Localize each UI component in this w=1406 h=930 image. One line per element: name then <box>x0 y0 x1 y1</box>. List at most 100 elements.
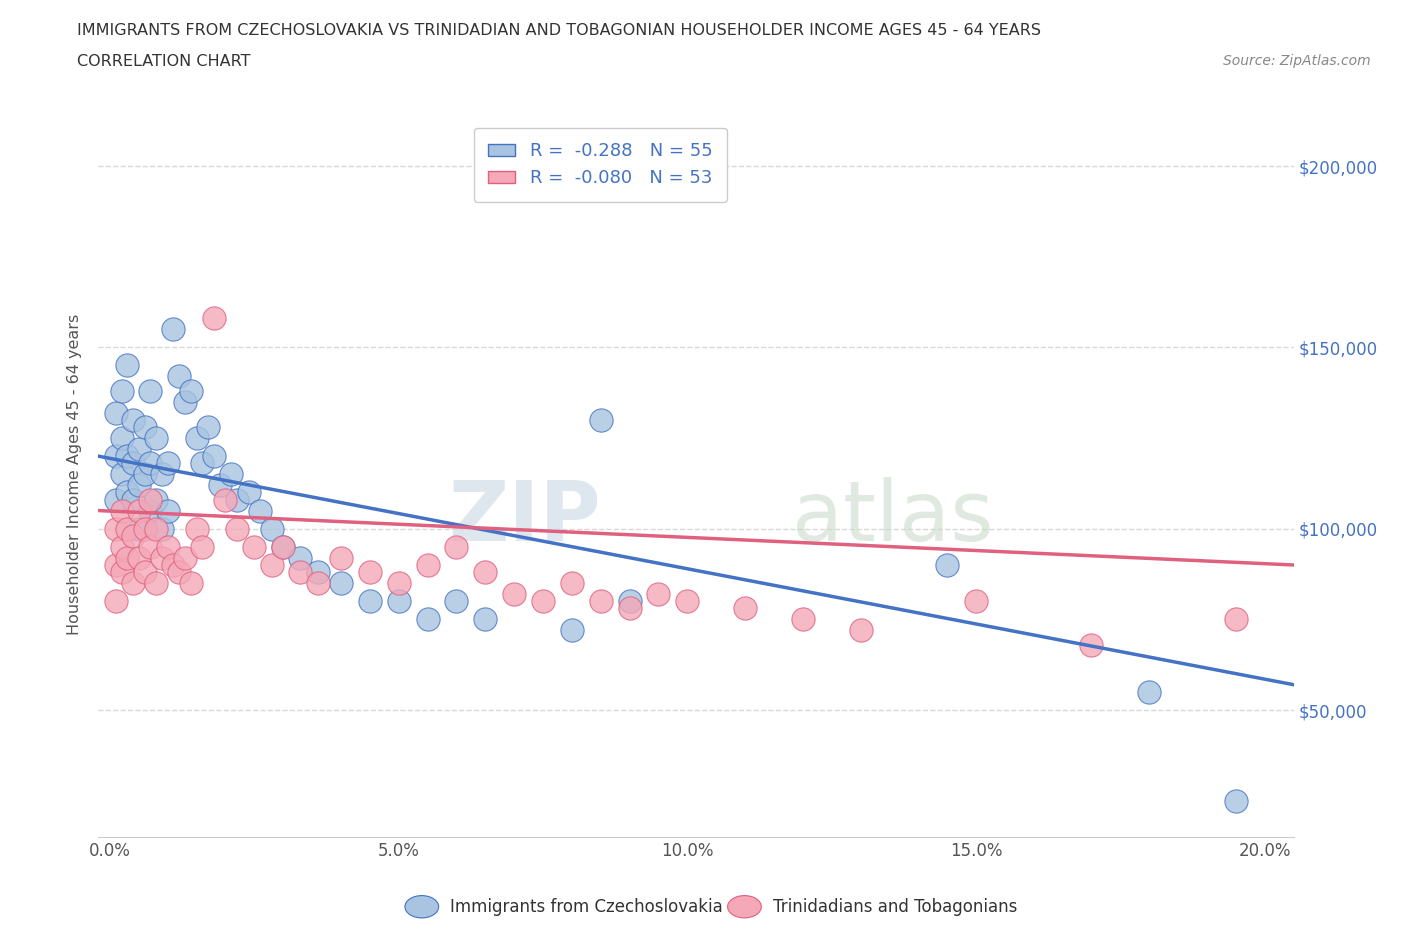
Point <box>329 551 352 565</box>
Point <box>474 565 496 579</box>
Point <box>156 456 179 471</box>
Point <box>271 539 294 554</box>
Legend: R =  -0.288   N = 55, R =  -0.080   N = 53: R = -0.288 N = 55, R = -0.080 N = 53 <box>474 128 727 202</box>
Point <box>416 558 439 573</box>
Point <box>104 521 127 536</box>
Point <box>214 492 236 507</box>
Point <box>174 394 197 409</box>
Text: ZIP: ZIP <box>449 477 600 558</box>
Point <box>104 449 127 464</box>
Point <box>150 467 173 482</box>
Point <box>388 576 411 591</box>
Point <box>145 431 167 445</box>
Point <box>145 492 167 507</box>
Point <box>139 456 162 471</box>
Point <box>134 467 156 482</box>
Point <box>197 419 219 434</box>
Point <box>260 558 283 573</box>
Point <box>329 576 352 591</box>
Point <box>589 413 612 428</box>
Point <box>1225 793 1247 808</box>
Point <box>110 565 132 579</box>
Point <box>388 594 411 609</box>
Point <box>936 558 959 573</box>
Point <box>122 456 145 471</box>
Point <box>122 492 145 507</box>
Point <box>446 594 468 609</box>
Point <box>139 383 162 398</box>
Point <box>110 503 132 518</box>
Point <box>180 383 202 398</box>
Point <box>128 503 150 518</box>
Point <box>128 478 150 493</box>
Point <box>965 594 987 609</box>
Point <box>619 594 641 609</box>
Point <box>104 594 127 609</box>
Point <box>156 539 179 554</box>
Point <box>110 467 132 482</box>
Point <box>271 539 294 554</box>
Point <box>290 551 312 565</box>
Point <box>792 612 814 627</box>
Point <box>619 601 641 616</box>
Text: IMMIGRANTS FROM CZECHOSLOVAKIA VS TRINIDADIAN AND TOBAGONIAN HOUSEHOLDER INCOME : IMMIGRANTS FROM CZECHOSLOVAKIA VS TRINID… <box>77 23 1042 38</box>
Point <box>122 576 145 591</box>
Point <box>249 503 271 518</box>
Point <box>139 492 162 507</box>
Point <box>128 442 150 457</box>
Point <box>167 369 190 384</box>
Point <box>145 521 167 536</box>
Point <box>139 539 162 554</box>
Point <box>191 539 214 554</box>
Point <box>134 521 156 536</box>
Point <box>134 565 156 579</box>
Text: atlas: atlas <box>792 477 993 558</box>
Point <box>226 521 249 536</box>
Point <box>307 576 329 591</box>
Point <box>647 587 669 602</box>
Point <box>117 551 139 565</box>
Text: Source: ZipAtlas.com: Source: ZipAtlas.com <box>1223 54 1371 68</box>
Point <box>117 521 139 536</box>
Point <box>734 601 756 616</box>
Point <box>150 551 173 565</box>
Point <box>174 551 197 565</box>
Point <box>180 576 202 591</box>
Point <box>110 539 132 554</box>
Point <box>243 539 266 554</box>
Point <box>359 594 381 609</box>
Point <box>128 521 150 536</box>
Point <box>307 565 329 579</box>
Point <box>104 492 127 507</box>
Point <box>186 431 208 445</box>
Point <box>186 521 208 536</box>
Point <box>117 358 139 373</box>
Point <box>122 413 145 428</box>
Point <box>226 492 249 507</box>
Point <box>128 551 150 565</box>
Y-axis label: Householder Income Ages 45 - 64 years: Householder Income Ages 45 - 64 years <box>67 313 83 635</box>
Point <box>1137 684 1160 699</box>
Point <box>110 383 132 398</box>
Point <box>589 594 612 609</box>
Point <box>150 521 173 536</box>
Text: Immigrants from Czechoslovakia: Immigrants from Czechoslovakia <box>450 897 723 916</box>
Text: Trinidadians and Tobagonians: Trinidadians and Tobagonians <box>773 897 1017 916</box>
Point <box>104 558 127 573</box>
Point <box>139 503 162 518</box>
Point <box>104 405 127 420</box>
Point <box>416 612 439 627</box>
Point <box>561 623 583 638</box>
Point <box>191 456 214 471</box>
Point <box>167 565 190 579</box>
Point <box>117 485 139 500</box>
Point <box>156 503 179 518</box>
Point <box>359 565 381 579</box>
Point <box>290 565 312 579</box>
Point <box>110 431 132 445</box>
Point <box>446 539 468 554</box>
Text: CORRELATION CHART: CORRELATION CHART <box>77 54 250 69</box>
Point <box>117 449 139 464</box>
Point <box>503 587 526 602</box>
Point <box>122 528 145 543</box>
